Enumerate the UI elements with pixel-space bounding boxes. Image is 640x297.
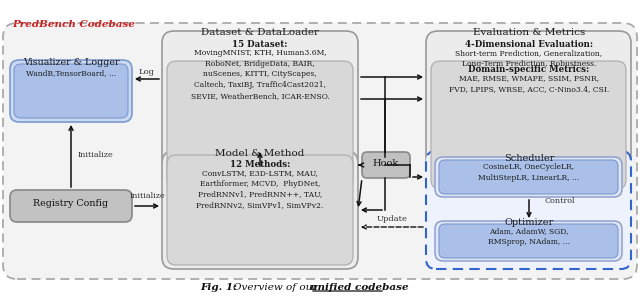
Text: Overview of our: Overview of our: [233, 282, 321, 291]
FancyBboxPatch shape: [167, 61, 353, 189]
FancyBboxPatch shape: [439, 160, 618, 194]
FancyBboxPatch shape: [362, 152, 410, 178]
FancyBboxPatch shape: [435, 221, 622, 261]
FancyBboxPatch shape: [426, 151, 631, 269]
Text: Log: Log: [139, 68, 155, 76]
FancyBboxPatch shape: [435, 157, 622, 197]
Text: Hook: Hook: [373, 159, 399, 168]
Text: Domain-specific Metrics:: Domain-specific Metrics:: [468, 65, 589, 74]
FancyBboxPatch shape: [10, 60, 132, 122]
FancyBboxPatch shape: [162, 151, 358, 269]
Text: ConvLSTM, E3D-LSTM, MAU,
Earthformer, MCVD,  PhyDNet,
PredRNNv1, PredRNN++, TAU,: ConvLSTM, E3D-LSTM, MAU, Earthformer, MC…: [196, 169, 324, 209]
FancyBboxPatch shape: [14, 64, 128, 118]
FancyBboxPatch shape: [10, 190, 132, 222]
Text: Scheduler: Scheduler: [504, 154, 554, 163]
Text: MAE, RMSE, WMAPE, SSIM, PSNR,
FVD, LPIPS, WRSE, ACC, C-Nino3.4, CSI.: MAE, RMSE, WMAPE, SSIM, PSNR, FVD, LPIPS…: [449, 74, 609, 93]
FancyBboxPatch shape: [162, 31, 358, 169]
Text: Control: Control: [545, 197, 575, 205]
Text: MovingMNIST, KTH, Human3.6M,
RoboNet, BridgeData, BAIR,
nuScenes, KITTI, CitySca: MovingMNIST, KTH, Human3.6M, RoboNet, Br…: [191, 49, 330, 100]
FancyBboxPatch shape: [439, 224, 618, 258]
FancyBboxPatch shape: [3, 23, 637, 279]
Text: Evaluation & Metrics: Evaluation & Metrics: [473, 28, 585, 37]
Text: Optimizer: Optimizer: [504, 218, 554, 227]
FancyBboxPatch shape: [431, 61, 626, 189]
Text: Initialize: Initialize: [78, 151, 114, 159]
Text: Adam, AdamW, SGD,
RMSprop, NAdam, ...: Adam, AdamW, SGD, RMSprop, NAdam, ...: [488, 227, 570, 246]
Text: PredBench Codebase: PredBench Codebase: [12, 20, 135, 29]
Text: Dataset & DataLoader: Dataset & DataLoader: [201, 28, 319, 37]
Text: 4-Dimensional Evaluation:: 4-Dimensional Evaluation:: [465, 40, 593, 49]
Text: Visualizer & Logger: Visualizer & Logger: [23, 58, 119, 67]
Text: Update: Update: [376, 215, 408, 223]
Text: Initialize: Initialize: [129, 192, 165, 200]
Text: 15 Dataset:: 15 Dataset:: [232, 40, 288, 49]
Text: Registry Config: Registry Config: [33, 200, 109, 208]
Text: WandB,TensorBoard, ...: WandB,TensorBoard, ...: [26, 69, 116, 77]
Text: Model & Method: Model & Method: [215, 149, 305, 158]
Text: unified codebase: unified codebase: [310, 282, 408, 291]
FancyBboxPatch shape: [426, 31, 631, 169]
Text: Fig. 1:: Fig. 1:: [200, 282, 241, 291]
Text: CosineLR, OneCycleLR,
MultiStepLR, LinearLR, ...: CosineLR, OneCycleLR, MultiStepLR, Linea…: [479, 163, 580, 182]
FancyBboxPatch shape: [167, 155, 353, 265]
Text: 12 Methods:: 12 Methods:: [230, 160, 290, 169]
Text: Short-term Prediction, Generalization,
Long-Term Prediction, Robustness.: Short-term Prediction, Generalization, L…: [456, 49, 603, 68]
